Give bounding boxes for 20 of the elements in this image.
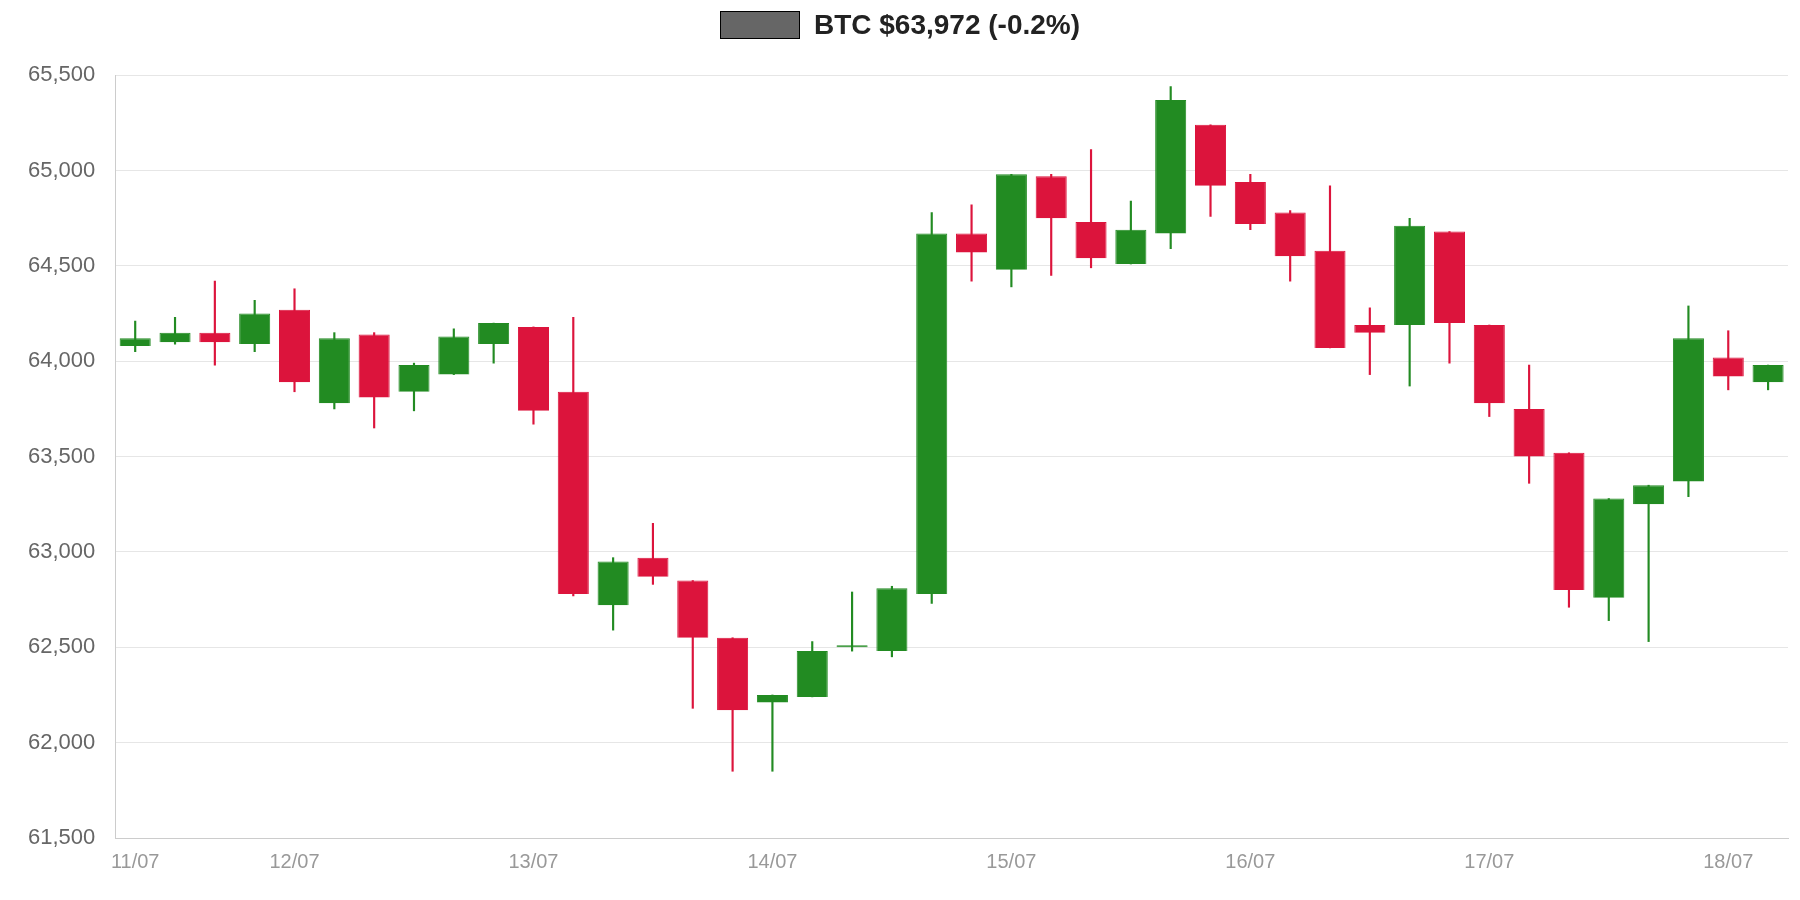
- x-tick-label: 17/07: [1464, 849, 1515, 872]
- y-tick-label: 63,000: [27, 538, 96, 564]
- y-tick-label: 61,500: [27, 824, 96, 850]
- y-tick-label: 64,000: [27, 347, 96, 373]
- y-tick-label: 63,500: [27, 442, 96, 468]
- x-tick-label: 18/07: [1703, 849, 1754, 872]
- y-tick-label: 65,000: [27, 156, 96, 182]
- x-tick-label: 11/07: [110, 849, 160, 872]
- candlestick: [756, 694, 788, 772]
- y-tick-label: 64,500: [27, 251, 96, 277]
- x-tick-label: 14/07: [747, 849, 798, 872]
- x-tick-label: 16/07: [1225, 849, 1276, 872]
- x-tick-label: 13/07: [508, 849, 559, 872]
- y-tick-label: 62,000: [27, 728, 96, 754]
- text: BTC $63,972 (-0.2%): [813, 9, 1081, 41]
- candlestick: [956, 204, 988, 282]
- y-tick-label: 65,500: [27, 61, 96, 87]
- x-tick-label: 15/07: [986, 849, 1037, 872]
- y-tick-label: 62,500: [27, 633, 96, 659]
- x-tick-label: 12/07: [269, 849, 320, 872]
